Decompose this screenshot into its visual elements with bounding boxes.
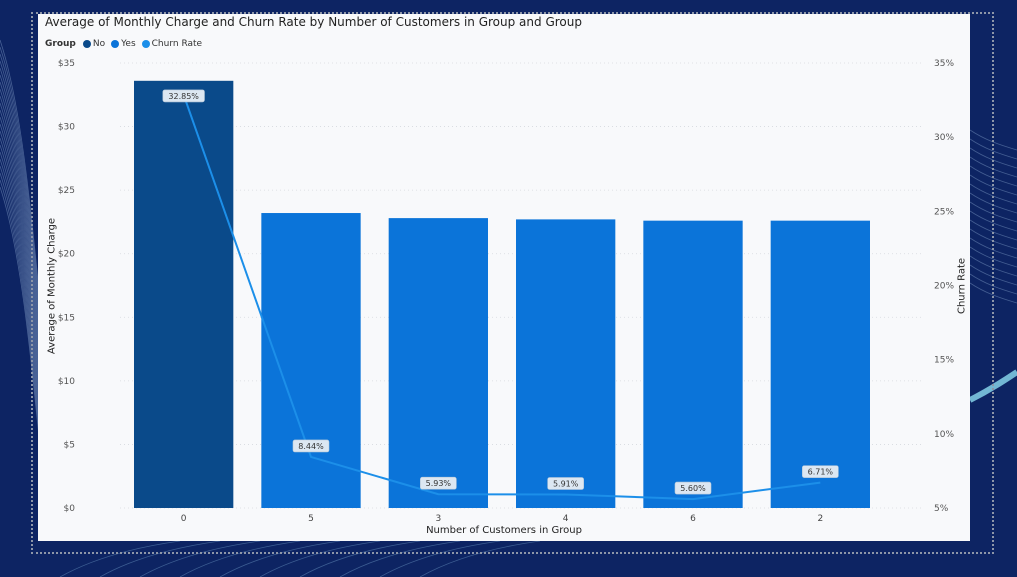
bg-wave-left [0, 186, 41, 448]
bg-wave-left [0, 137, 41, 399]
chart-title: Average of Monthly Charge and Churn Rate… [45, 15, 582, 29]
legend-label-yes: Yes [121, 39, 136, 49]
bar [770, 220, 870, 508]
data-label: 5.93% [426, 479, 452, 488]
bg-wave-left [0, 81, 41, 343]
legend-dot-no [82, 40, 91, 48]
data-label-box [802, 465, 839, 478]
y-tick-label-left: $5 [64, 440, 75, 450]
churn-rate-line [182, 94, 821, 501]
x-tick-label: 4 [563, 514, 569, 524]
legend-item-yes[interactable]: Yes [111, 39, 136, 49]
bg-wave-left [0, 172, 41, 434]
y-tick-label-right: 25% [934, 207, 954, 217]
bg-wave-left [0, 144, 41, 406]
legend-item-churn-rate[interactable]: Churn Rate [141, 39, 203, 49]
x-tick-label: 3 [435, 514, 441, 524]
bg-wave-bottom [99, 540, 221, 577]
y-tick-label-right: 30% [934, 133, 954, 143]
bg-wave-bottom [419, 540, 541, 577]
bg-wave-left [0, 67, 41, 329]
x-axis-title: Number of Customers in Group [426, 525, 582, 536]
bg-wave-left [0, 123, 41, 385]
x-tick-label: 0 [181, 514, 187, 524]
bg-wave-left [0, 74, 41, 336]
bg-wave-left [0, 158, 41, 420]
bg-wave-bottom [339, 540, 461, 577]
bg-wave-left [0, 109, 41, 371]
data-label: 5.60% [680, 484, 706, 493]
y-tick-label-left: $20 [58, 250, 75, 260]
data-label: 6.71% [808, 468, 834, 477]
data-label-box [420, 476, 457, 490]
bg-wave-left [0, 88, 41, 350]
y-tick-label-left: $35 [58, 59, 75, 69]
bg-wave-bottom [179, 540, 301, 577]
bg-wave-bottom [299, 540, 421, 577]
data-label-box [674, 481, 712, 495]
y-tick-label-right: 20% [934, 282, 954, 292]
x-tick-label: 6 [690, 514, 696, 524]
y-tick-label-right: 5% [934, 504, 949, 514]
bg-wave-left [0, 165, 41, 427]
data-label: 5.91% [553, 480, 579, 489]
y-tick-label-left: $30 [58, 123, 75, 133]
bg-wave-bottom [59, 540, 181, 577]
bg-wave-left [0, 46, 41, 308]
chart-legend: Group No Yes Churn Rate [45, 39, 204, 49]
y-axis-title-right: Churn Rate [956, 257, 968, 315]
bg-wave-left [0, 95, 41, 357]
y-tick-label-right: 10% [934, 430, 954, 440]
legend-dot-churn-rate [141, 40, 150, 48]
y-tick-label-right: 15% [934, 356, 954, 366]
bg-wave-left [0, 53, 41, 315]
y-tick-label-left: $10 [58, 377, 75, 387]
x-tick-label: 5 [308, 514, 314, 524]
legend-dot-yes [111, 40, 120, 48]
x-tick-label: 2 [817, 514, 823, 524]
legend-label-churn-rate: Churn Rate [151, 39, 203, 49]
bg-wave-bottom [379, 540, 501, 577]
bg-wave-accent [968, 369, 1017, 403]
bar [388, 218, 488, 508]
y-tick-label-left: $25 [58, 186, 75, 196]
bar [516, 219, 616, 508]
data-label-box [547, 477, 584, 490]
data-label-box [292, 439, 330, 453]
bg-wave-left [0, 179, 41, 441]
bg-wave-bottom [139, 540, 261, 577]
y-tick-label-right: 35% [934, 59, 954, 69]
bg-wave-bottom [259, 540, 381, 577]
bg-wave-left [0, 151, 41, 413]
bg-wave-left [0, 130, 41, 392]
bg-wave-left [0, 39, 41, 301]
bar [134, 80, 234, 509]
data-label: 32.85% [168, 92, 199, 101]
data-label: 8.44% [298, 442, 324, 451]
legend-label-no: No [92, 39, 106, 49]
bg-wave-left [0, 102, 41, 364]
bar [643, 220, 743, 508]
legend-title: Group [45, 39, 76, 49]
bg-wave-bottom [219, 540, 341, 577]
legend-item-no[interactable]: No [82, 39, 106, 49]
y-tick-label-left: $0 [64, 504, 76, 514]
y-tick-label-left: $15 [58, 313, 75, 323]
visual-selection-border [31, 12, 994, 554]
bg-wave-left [0, 116, 41, 378]
bg-wave-left [0, 60, 41, 322]
y-axis-title-left: Average of Monthly Charge [46, 217, 58, 355]
data-label-box [162, 89, 205, 103]
